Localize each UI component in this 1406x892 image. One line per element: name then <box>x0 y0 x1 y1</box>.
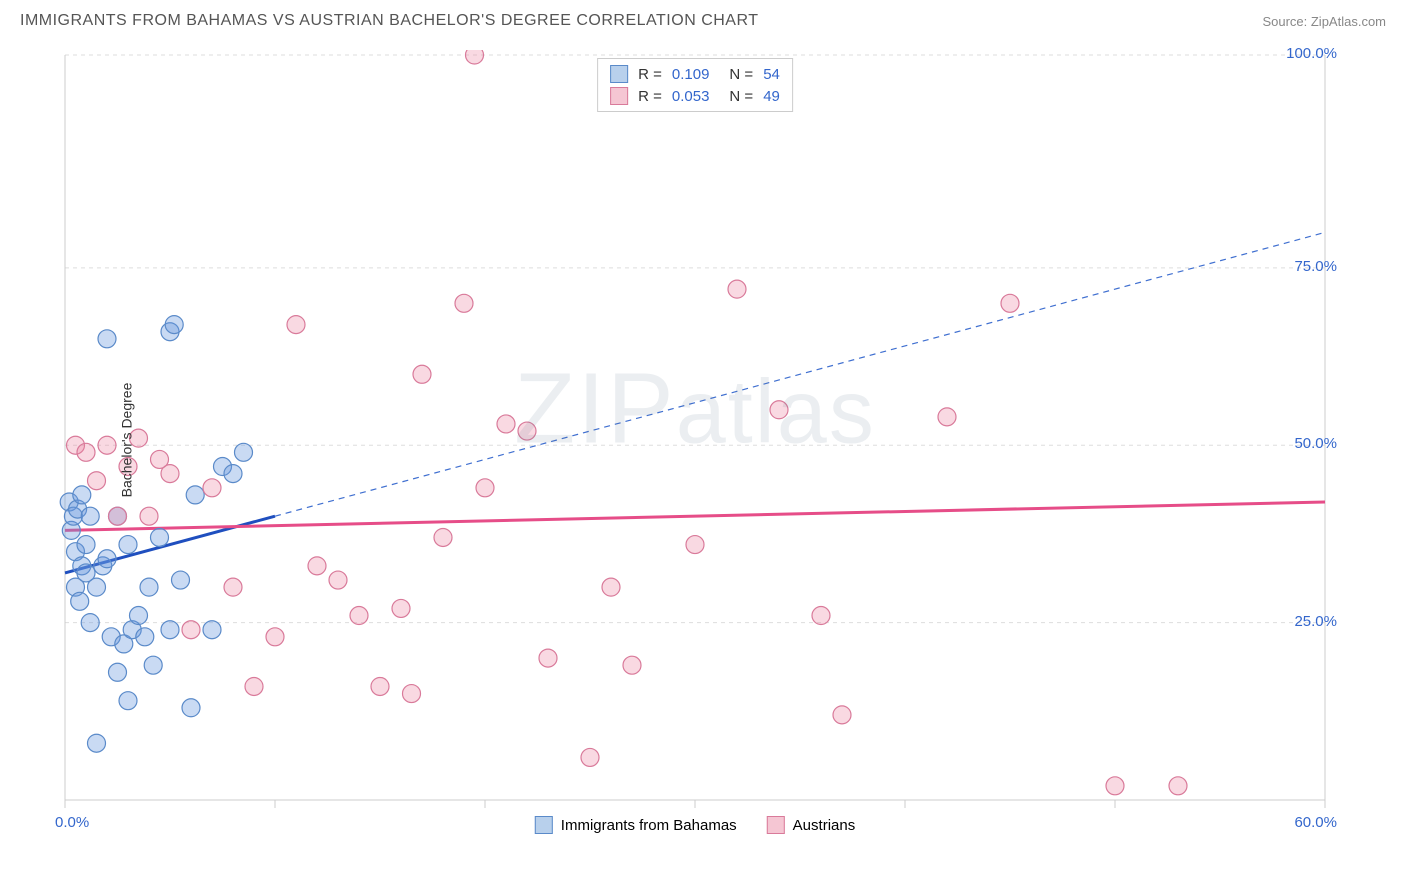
legend-series-item: Austrians <box>767 816 856 834</box>
chart-title: IMMIGRANTS FROM BAHAMAS VS AUSTRIAN BACH… <box>20 12 759 30</box>
legend-swatch <box>610 65 628 83</box>
legend-series-item: Immigrants from Bahamas <box>535 816 737 834</box>
legend-series-label: Austrians <box>793 817 856 834</box>
legend-r-value: 0.053 <box>672 88 710 105</box>
y-axis-label: Bachelor's Degree <box>118 383 134 498</box>
legend-n-label: N = <box>729 66 753 83</box>
legend-r-label: R = <box>638 66 662 83</box>
scatter-chart <box>55 50 1335 830</box>
legend-swatch <box>767 816 785 834</box>
legend-series: Immigrants from Bahamas Austrians <box>535 816 855 834</box>
legend-swatch <box>535 816 553 834</box>
legend-n-label: N = <box>729 88 753 105</box>
y-tick-label: 25.0% <box>1294 613 1337 630</box>
legend-swatch <box>610 87 628 105</box>
legend-row: R = 0.109 N = 54 <box>610 63 780 85</box>
legend-correlation: R = 0.109 N = 54 R = 0.053 N = 49 <box>597 58 793 112</box>
y-tick-label: 50.0% <box>1294 435 1337 452</box>
legend-r-label: R = <box>638 88 662 105</box>
legend-row: R = 0.053 N = 49 <box>610 85 780 107</box>
y-tick-label: 75.0% <box>1294 258 1337 275</box>
legend-r-value: 0.109 <box>672 66 710 83</box>
legend-n-value: 54 <box>763 66 780 83</box>
y-tick-label: 100.0% <box>1286 45 1337 62</box>
legend-series-label: Immigrants from Bahamas <box>561 817 737 834</box>
chart-area: Bachelor's Degree ZIPatlas R =0.109N =54… <box>55 50 1335 830</box>
x-min-label: 0.0% <box>55 814 89 831</box>
legend-n-value: 49 <box>763 88 780 105</box>
x-max-label: 60.0% <box>1294 814 1337 831</box>
source-label: Source: ZipAtlas.com <box>1262 14 1386 29</box>
